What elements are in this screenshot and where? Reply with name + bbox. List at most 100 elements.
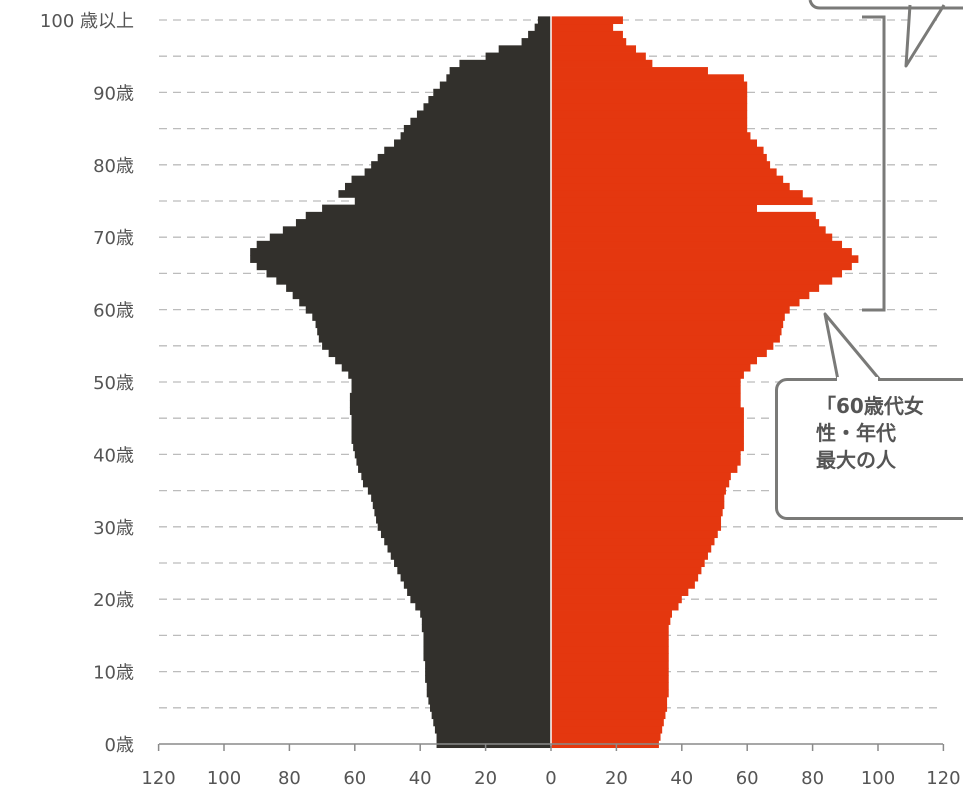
bar-female [551, 515, 722, 524]
bar-female [551, 494, 725, 502]
bar-female [551, 639, 669, 647]
y-tick-label: 100 歳以上 [40, 11, 134, 32]
bar-male [423, 646, 551, 654]
bar-male [421, 617, 551, 625]
bar-female [551, 371, 744, 379]
bar-male [351, 421, 551, 430]
bar-female [551, 349, 767, 358]
annotation-bracket [862, 15, 886, 312]
bar-male [256, 240, 551, 249]
bar-male [376, 515, 551, 524]
annotation-text: 「60歳代女 性・年代 最大の人 [816, 394, 924, 472]
callout-tail-join [837, 377, 878, 382]
bar-female [551, 88, 748, 97]
bar-male [292, 291, 551, 300]
bar-male [362, 479, 551, 488]
bar-female [551, 175, 784, 184]
bar-female [551, 233, 833, 242]
bar-female [551, 530, 718, 539]
bar-male [372, 501, 551, 510]
bar-male [433, 88, 551, 97]
bar-male [338, 190, 551, 198]
bar-male [351, 414, 551, 423]
x-tick-label: 40 [409, 768, 432, 788]
bar-female [551, 544, 712, 553]
bar-female [551, 211, 816, 220]
bar-male [397, 566, 551, 575]
bar-male [410, 117, 551, 126]
y-tick-label: 80歳 [93, 156, 134, 177]
bar-male [351, 378, 551, 387]
bar-female [551, 421, 744, 430]
bar-female [551, 610, 672, 618]
bar-female [551, 581, 695, 589]
bar-female [551, 124, 748, 133]
bar-female [551, 631, 669, 640]
bar-male [351, 385, 551, 394]
bar-female [551, 52, 646, 61]
bar-male [349, 392, 551, 401]
x-tick-label: 20 [605, 768, 628, 788]
bar-male [431, 711, 551, 720]
bar-male [425, 675, 551, 683]
bar-male [390, 552, 551, 560]
bar-female [551, 378, 741, 387]
bar-male [354, 197, 551, 206]
bar-male [403, 581, 551, 589]
bar-male [394, 139, 551, 148]
bar-female [551, 573, 699, 582]
bar-male [295, 219, 551, 227]
bar-female [551, 298, 800, 307]
x-tick-label: 80 [801, 768, 824, 788]
bar-male [380, 530, 551, 539]
y-tick-label: 90歳 [93, 83, 134, 104]
bar-female [551, 313, 785, 321]
bar-female [551, 675, 669, 683]
bar-female [551, 465, 738, 473]
bar-male [276, 277, 551, 285]
bar-male [256, 262, 551, 271]
bar-male [266, 269, 551, 278]
bar-male [305, 305, 551, 314]
bar-female [551, 479, 730, 488]
bar-male [400, 573, 551, 582]
bar-male [446, 74, 551, 82]
y-tick-label: 40歳 [93, 445, 134, 466]
x-tick-label: 120 [926, 768, 960, 788]
bar-female [551, 429, 744, 437]
bar-female [551, 407, 744, 415]
bar-female [551, 718, 664, 727]
bar-female [551, 552, 708, 560]
bar-female [551, 320, 784, 329]
bar-female [551, 110, 748, 119]
bar-male [353, 443, 551, 452]
bar-male [318, 334, 551, 343]
bar-female [551, 617, 671, 625]
bar-male [335, 356, 551, 365]
bar-male [449, 67, 551, 75]
bar-female [551, 400, 741, 408]
bar-female [551, 59, 653, 68]
top-callout-edge [808, 0, 963, 10]
bar-female [551, 305, 790, 314]
bar-male [420, 610, 551, 618]
bar-female [551, 45, 637, 53]
bar-male [322, 342, 551, 350]
bar-female [551, 436, 744, 444]
callout-graphics [808, 0, 963, 382]
bar-female [551, 602, 679, 611]
x-tick-label: 100 [207, 768, 241, 788]
bar-female [551, 458, 741, 466]
bar-male [354, 450, 551, 459]
bar-female [551, 146, 764, 155]
bar-female [551, 334, 780, 343]
y-tick-label: 30歳 [93, 518, 134, 539]
bar-male [384, 537, 551, 546]
bar-female [551, 501, 725, 510]
y-tick-label: 10歳 [93, 663, 134, 684]
bar-female [551, 248, 852, 256]
bar-male [317, 327, 551, 336]
bar-male [498, 45, 551, 53]
bar-female [551, 696, 668, 705]
x-tick-label: 60 [343, 768, 366, 788]
